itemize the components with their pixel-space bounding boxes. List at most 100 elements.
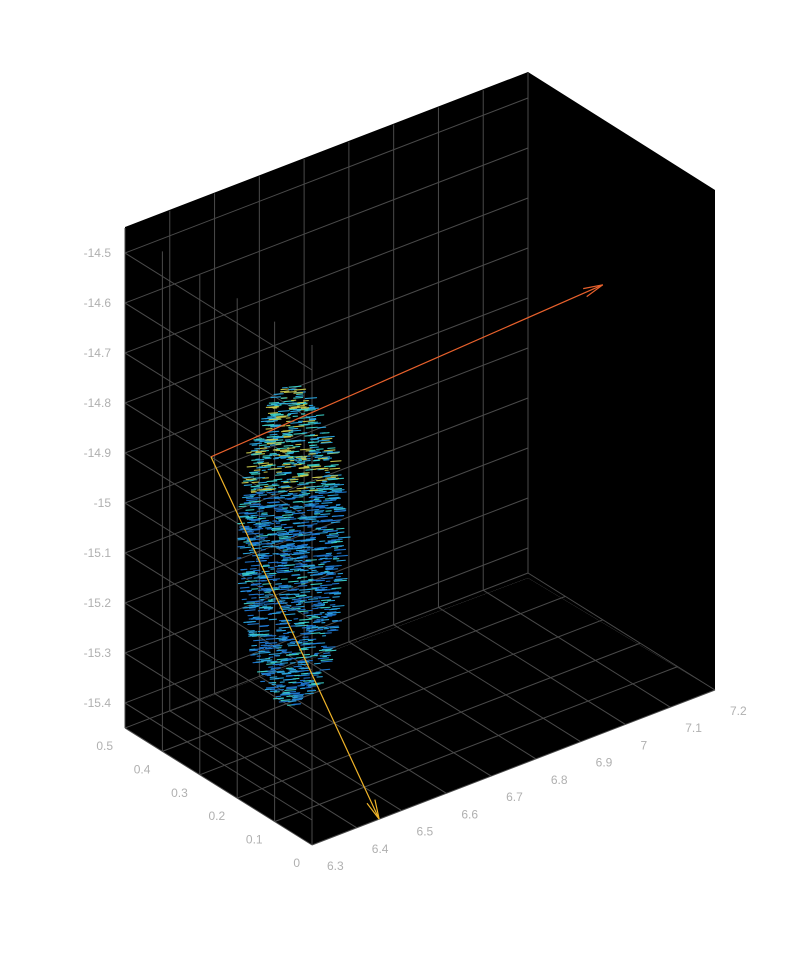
- point-cloud-point: [276, 561, 288, 564]
- point-cloud-point: [280, 597, 290, 600]
- point-cloud-point: [267, 578, 281, 581]
- point-cloud-point: [245, 497, 259, 500]
- point-cloud-point: [272, 612, 281, 615]
- point-cloud-point: [321, 441, 332, 444]
- point-cloud-point: [300, 667, 310, 670]
- point-cloud-point: [255, 491, 266, 494]
- point-cloud-point: [293, 624, 303, 627]
- point-cloud-point: [332, 596, 340, 598]
- point-cloud-point: [259, 506, 273, 509]
- z-tick-label: -15.3: [84, 646, 112, 660]
- point-cloud-point: [299, 489, 310, 492]
- point-cloud-point: [244, 609, 256, 612]
- point-cloud-point: [280, 504, 290, 506]
- point-cloud-point: [311, 533, 321, 536]
- point-cloud-point: [248, 607, 257, 609]
- point-cloud-point: [278, 593, 290, 596]
- point-cloud-point: [292, 425, 305, 428]
- grid-line-floor-y: [237, 642, 641, 799]
- point-cloud-point: [294, 622, 305, 625]
- point-cloud-point: [329, 626, 340, 629]
- point-cloud-point: [257, 552, 270, 555]
- grid-line-left-z: [124, 502, 313, 621]
- point-cloud-point: [268, 401, 280, 404]
- point-cloud-point: [292, 445, 301, 448]
- point-cloud-point: [245, 478, 256, 481]
- point-cloud-point: [321, 475, 332, 478]
- point-cloud-point: [245, 513, 254, 515]
- point-cloud-point: [318, 649, 332, 652]
- point-cloud-point: [278, 519, 290, 522]
- point-cloud-point: [282, 514, 294, 516]
- point-cloud-point: [278, 638, 287, 641]
- point-cloud-point: [295, 669, 309, 672]
- point-cloud-point: [300, 683, 310, 686]
- point-cloud-point: [290, 601, 302, 604]
- y-tick-label: 0: [293, 856, 300, 870]
- point-cloud-point: [321, 437, 333, 440]
- point-cloud-point: [283, 436, 292, 438]
- grid-line-left-z: [124, 302, 313, 421]
- point-cloud-point: [280, 485, 290, 487]
- point-cloud-point: [280, 480, 289, 483]
- point-cloud-point: [266, 660, 278, 663]
- point-cloud-point: [273, 507, 284, 510]
- point-cloud-point: [242, 573, 250, 576]
- point-cloud-point: [302, 420, 316, 423]
- point-cloud-point: [276, 567, 290, 570]
- point-cloud-point: [318, 528, 326, 531]
- point-cloud-point: [276, 447, 290, 450]
- point-cloud-point: [268, 653, 282, 656]
- point-cloud-point: [265, 420, 278, 423]
- point-cloud-point: [260, 489, 273, 492]
- point-cloud-point: [258, 494, 268, 496]
- x-tick-label: 6.3: [327, 859, 344, 873]
- point-cloud-point: [311, 604, 325, 607]
- point-cloud-point: [288, 681, 297, 684]
- point-cloud-point: [313, 596, 322, 598]
- point-cloud-point: [270, 467, 282, 470]
- point-cloud-point: [289, 493, 298, 495]
- point-cloud-point: [296, 402, 308, 405]
- point-cloud-point: [256, 488, 269, 491]
- point-cloud-point: [293, 703, 302, 705]
- point-cloud-point: [238, 511, 249, 514]
- point-cloud-point: [321, 599, 332, 602]
- point-cloud-point: [314, 510, 325, 512]
- point-cloud-point: [300, 580, 310, 582]
- point-cloud-point: [300, 407, 310, 409]
- point-cloud-point: [287, 643, 296, 645]
- point-cloud-point: [293, 507, 305, 510]
- point-cloud-point: [304, 515, 318, 518]
- point-cloud-point: [315, 505, 324, 507]
- point-cloud-point: [314, 511, 324, 514]
- axes-floor: [125, 578, 715, 845]
- point-cloud-point: [293, 559, 303, 562]
- point-cloud-point: [293, 695, 304, 697]
- point-cloud-point: [329, 487, 343, 490]
- grid-line-back-z: [124, 97, 529, 254]
- point-cloud-point: [323, 547, 332, 549]
- point-cloud-point: [271, 527, 283, 530]
- point-cloud-point: [297, 684, 305, 687]
- point-cloud-point: [299, 518, 309, 520]
- point-cloud-point: [316, 448, 324, 451]
- point-cloud-point: [284, 689, 297, 692]
- point-cloud-point: [329, 608, 338, 611]
- point-cloud-point: [320, 441, 333, 444]
- point-cloud-point: [325, 567, 335, 569]
- grid-line-floor-x: [527, 572, 716, 691]
- z-tick-label: -15: [94, 496, 112, 510]
- point-cloud-point: [317, 626, 328, 629]
- point-cloud-point: [272, 414, 284, 417]
- point-cloud-point: [330, 464, 339, 466]
- point-cloud-point: [292, 697, 304, 700]
- point-cloud-point: [274, 402, 285, 405]
- point-cloud-point: [296, 472, 305, 475]
- point-cloud-point: [272, 436, 284, 439]
- point-cloud-point: [310, 583, 323, 586]
- point-cloud-point: [288, 388, 297, 391]
- point-cloud-point: [281, 463, 291, 466]
- point-cloud-point: [300, 424, 309, 426]
- grid-line-back-z: [124, 347, 529, 504]
